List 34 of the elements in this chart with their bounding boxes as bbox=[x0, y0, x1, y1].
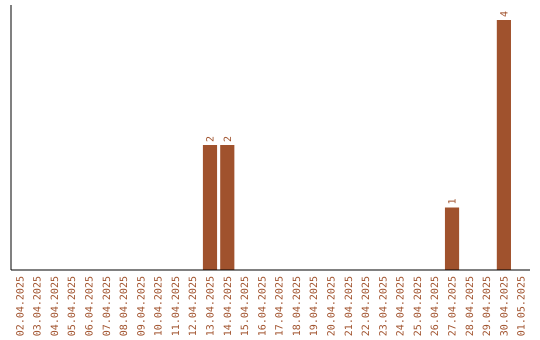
x-tick-label: 11.04.2025 bbox=[170, 276, 182, 336]
x-tick-label: 06.04.2025 bbox=[84, 276, 96, 336]
x-tick-label: 03.04.2025 bbox=[32, 276, 44, 336]
x-tick-label: 28.04.2025 bbox=[464, 276, 476, 336]
x-tick-label: 30.04.2025 bbox=[499, 276, 510, 336]
x-tick-label: 23.04.2025 bbox=[378, 276, 390, 336]
x-tick-label: 17.04.2025 bbox=[274, 276, 286, 336]
x-tick-label: 04.04.2025 bbox=[50, 276, 61, 336]
x-tick-label: 24.04.2025 bbox=[396, 276, 407, 336]
x-tick-label: 20.04.2025 bbox=[326, 276, 338, 336]
x-tick-label: 02.04.2025 bbox=[15, 276, 26, 336]
x-tick-label: 12.04.2025 bbox=[188, 276, 200, 336]
x-tick-label: 05.04.2025 bbox=[67, 276, 78, 336]
x-tick-label: 01.05.2025 bbox=[516, 276, 528, 336]
x-tick-label: 22.04.2025 bbox=[361, 276, 372, 336]
x-tick-label: 16.04.2025 bbox=[257, 276, 268, 336]
x-tick-label: 21.04.2025 bbox=[344, 276, 355, 336]
x-tick-label: 14.04.2025 bbox=[222, 276, 234, 336]
x-tick-label: 29.04.2025 bbox=[482, 276, 494, 336]
x-tick-label: 19.04.2025 bbox=[309, 276, 320, 336]
x-tick-label: 08.04.2025 bbox=[119, 276, 130, 336]
data-label: 1 bbox=[448, 198, 459, 204]
x-tick-label: 09.04.2025 bbox=[136, 276, 148, 336]
x-tick-label: 07.04.2025 bbox=[102, 276, 113, 336]
x-tick-label: 15.04.2025 bbox=[240, 276, 252, 336]
data-label: 2 bbox=[222, 136, 234, 142]
x-tick-label: 18.04.2025 bbox=[292, 276, 303, 336]
data-label: 2 bbox=[205, 136, 216, 142]
x-tick-label: 10.04.2025 bbox=[154, 276, 165, 336]
x-tick-label: 26.04.2025 bbox=[430, 276, 442, 336]
x-tick-label: 27.04.2025 bbox=[448, 276, 459, 336]
x-tick-label: 25.04.2025 bbox=[412, 276, 424, 336]
x-tick-label: 13.04.2025 bbox=[205, 276, 216, 336]
data-label: 4 bbox=[499, 10, 510, 17]
